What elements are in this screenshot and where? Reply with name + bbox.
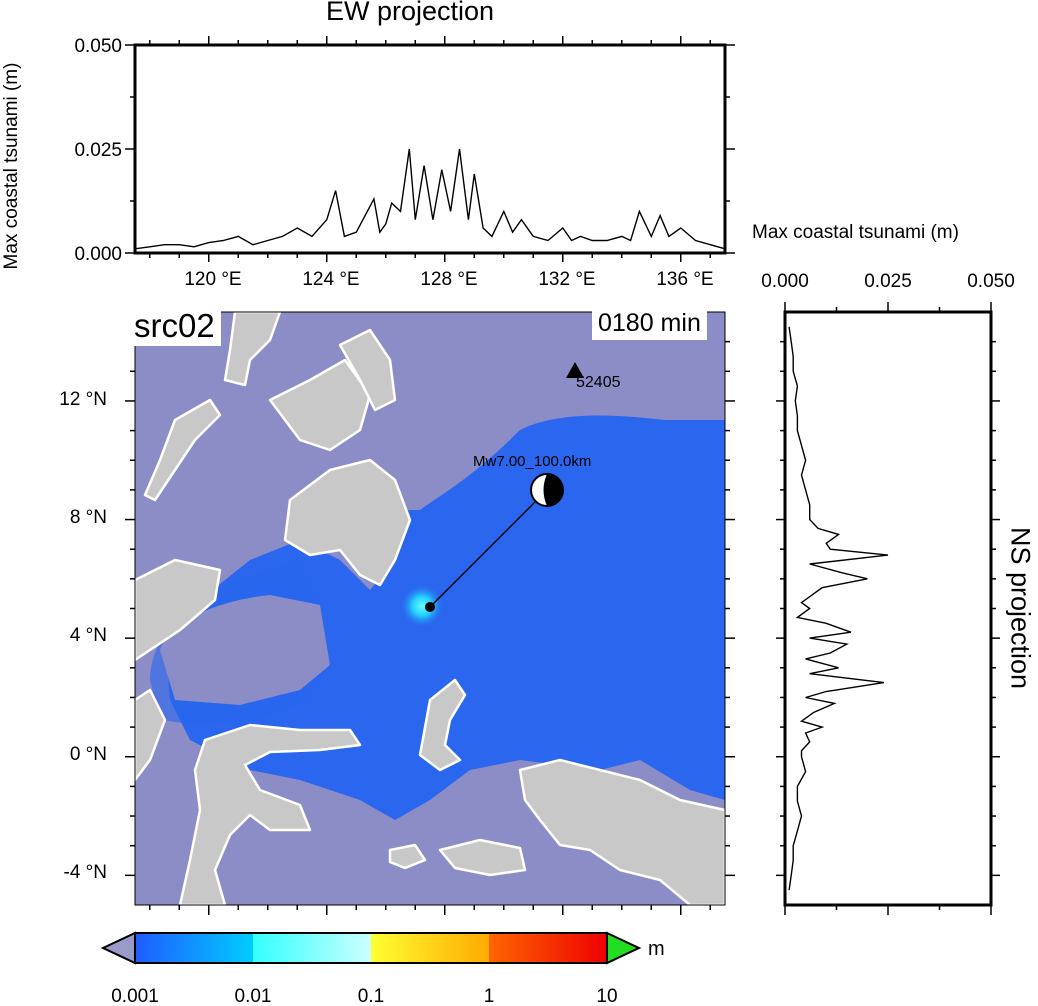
ew-xtick-2: 128 °E xyxy=(420,269,477,290)
tsunami-map: 52405 Mw7.00_100.0km 12 °N 8 °N 4 °N 0 °… xyxy=(59,311,735,915)
ns-series-line xyxy=(788,326,889,891)
ew-xtick-0: 120 °E xyxy=(184,269,241,290)
wave-field xyxy=(165,415,725,820)
colorbar-tick-4: 10 xyxy=(596,986,617,1006)
ns-xtick-1: 0.025 xyxy=(864,271,912,292)
map-ytick-0: 12 °N xyxy=(59,389,107,410)
ew-xtick-3: 132 °E xyxy=(538,269,595,290)
ew-ytick-1: 0.025 xyxy=(74,140,122,161)
ew-projection-chart: 0.000 0.025 0.050 120 °E 124 °E 128 °E 1… xyxy=(74,36,735,290)
calm-basin xyxy=(160,595,330,705)
land-buru xyxy=(388,843,427,870)
wave-hotspot xyxy=(400,584,444,628)
station-label: 52405 xyxy=(576,374,621,391)
source-label: src02 xyxy=(130,306,221,346)
ew-xtick-1: 124 °E xyxy=(302,269,359,290)
colorbar-tick-1: 0.01 xyxy=(235,986,272,1006)
land-papua xyxy=(518,758,725,905)
ns-xtick-2: 0.050 xyxy=(967,271,1015,292)
time-label: 0180 min xyxy=(592,306,707,340)
colorbar-tick-2: 0.1 xyxy=(358,986,384,1006)
colorbar-tick-3: 1 xyxy=(484,986,495,1006)
ns-projection-chart: 0.000 0.025 0.050 xyxy=(761,271,1015,915)
station-triangle-icon xyxy=(566,362,584,378)
colorbar-unit: m xyxy=(648,938,665,960)
colorbar: m 0.001 0.01 0.1 1 10 xyxy=(100,931,665,1006)
land-halmahera xyxy=(418,678,467,772)
land-luzon xyxy=(223,312,282,387)
land-visayas xyxy=(268,358,372,452)
ns-plot-frame xyxy=(783,310,993,907)
ns-xtick-0: 0.000 xyxy=(761,271,809,292)
ew-series-line xyxy=(134,148,726,250)
epicenter-dot xyxy=(425,602,435,612)
colorbar-segment-0 xyxy=(135,933,253,963)
colorbar-under-arrow xyxy=(100,931,136,965)
land-samar xyxy=(338,328,397,412)
colorbar-segment-2 xyxy=(371,933,489,963)
land-borneo xyxy=(135,558,222,662)
ew-xtick-4: 136 °E xyxy=(656,269,713,290)
colorbar-segment-1 xyxy=(253,933,371,963)
land-mindanao xyxy=(283,458,412,587)
ns-xlabel: Max coastal tsunami (m) xyxy=(752,222,959,243)
map-ytick-1: 8 °N xyxy=(70,507,107,528)
land-borneo-south xyxy=(135,688,167,782)
epicenter-label: Mw7.00_100.0km xyxy=(473,453,591,470)
ew-projection-title: EW projection xyxy=(326,0,495,26)
map-ytick-3: 0 °N xyxy=(70,744,107,765)
ew-ytick-2: 0.050 xyxy=(74,36,122,57)
land-palawan xyxy=(143,398,222,502)
epicenter-link-line xyxy=(429,491,546,608)
map-ytick-2: 4 °N xyxy=(70,625,107,646)
land-seram xyxy=(438,838,527,877)
colorbar-segment-3 xyxy=(489,933,607,963)
colorbar-over-arrow xyxy=(606,931,642,965)
map-ytick-4: -4 °N xyxy=(64,862,108,883)
land-sulawesi xyxy=(178,723,362,905)
ew-ytick-0: 0.000 xyxy=(74,244,122,265)
colorbar-tick-0: 0.001 xyxy=(111,986,159,1006)
focal-mechanism-beachball-icon xyxy=(530,473,564,507)
